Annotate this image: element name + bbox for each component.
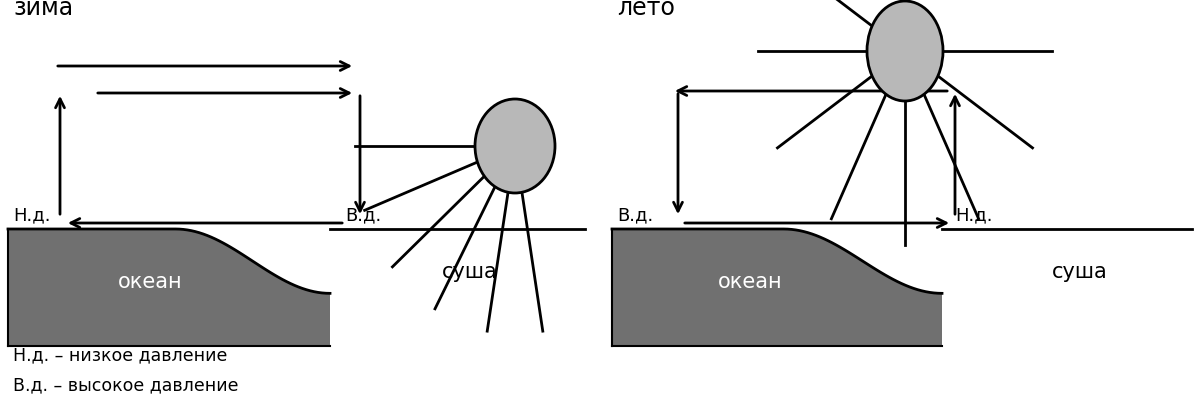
Ellipse shape (475, 100, 554, 194)
Polygon shape (612, 229, 942, 346)
Text: В.д.: В.д. (346, 205, 382, 223)
Text: В.д.: В.д. (617, 205, 653, 223)
Text: океан: океан (118, 271, 182, 291)
Text: суша: суша (442, 261, 498, 281)
Text: Н.д. – низкое давление: Н.д. – низкое давление (13, 345, 227, 363)
Text: Н.д.: Н.д. (13, 205, 50, 223)
Text: В.д. – высокое давление: В.д. – высокое давление (13, 375, 239, 393)
Text: суша: суша (1052, 261, 1108, 281)
Text: лето: лето (617, 0, 674, 20)
Polygon shape (8, 229, 330, 346)
Text: зима: зима (13, 0, 73, 20)
Text: океан: океан (718, 271, 782, 291)
Ellipse shape (866, 2, 943, 102)
Text: Н.д.: Н.д. (955, 205, 992, 223)
